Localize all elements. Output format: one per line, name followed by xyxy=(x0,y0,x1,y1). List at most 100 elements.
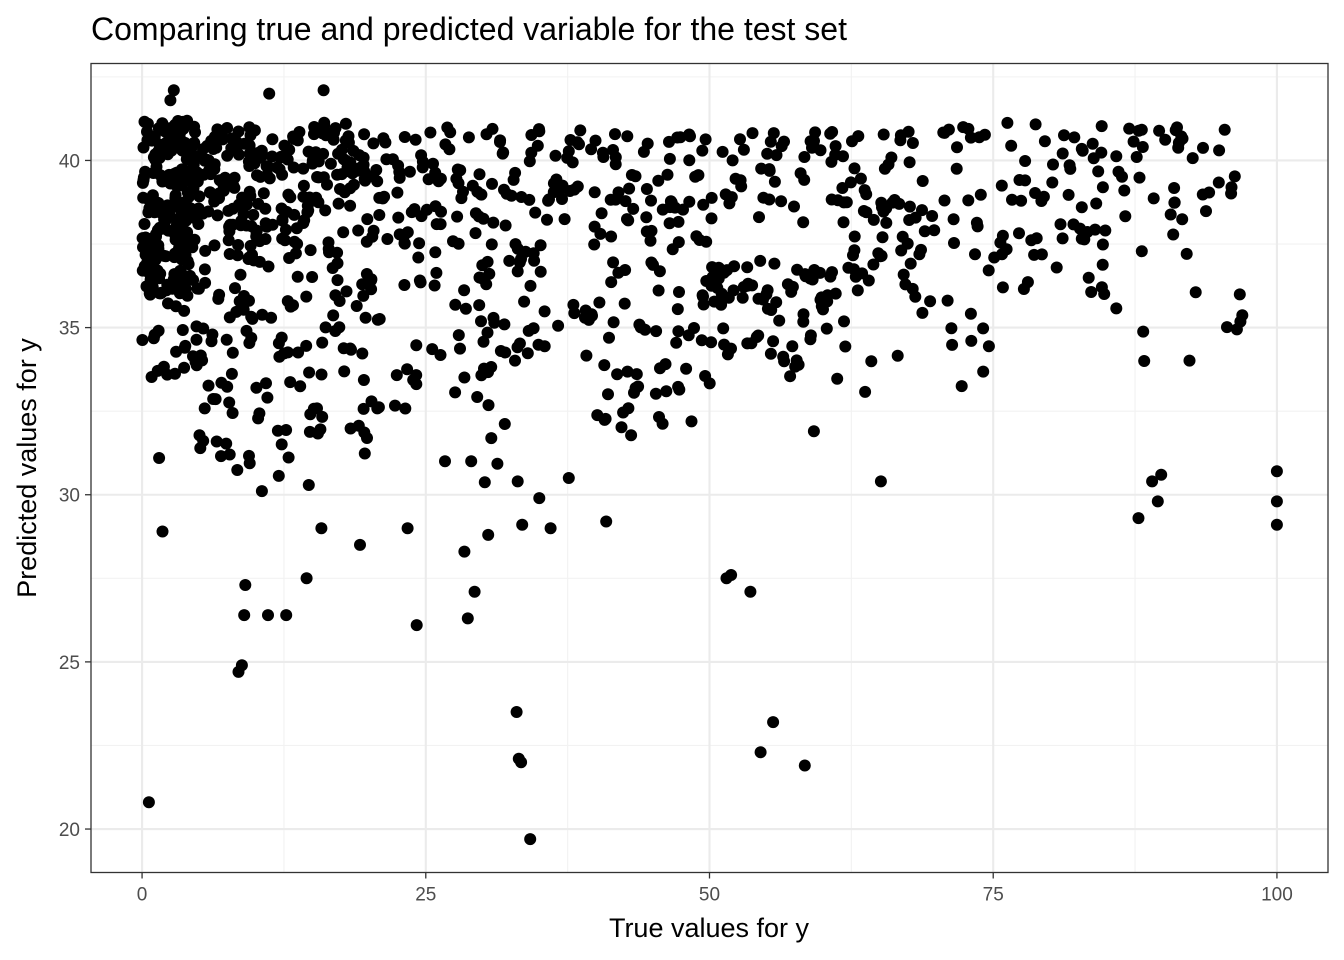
data-point xyxy=(475,315,487,328)
data-point xyxy=(409,133,422,146)
data-point xyxy=(371,175,384,188)
data-point xyxy=(1095,120,1108,133)
data-point xyxy=(767,335,780,348)
data-point xyxy=(174,264,187,277)
data-point xyxy=(1056,232,1069,245)
data-point xyxy=(179,339,192,352)
data-point xyxy=(354,538,366,551)
data-point xyxy=(1270,465,1283,478)
data-point xyxy=(257,187,270,200)
data-point xyxy=(605,276,618,289)
data-point xyxy=(233,198,245,211)
data-point xyxy=(516,518,529,531)
data-point xyxy=(473,299,486,312)
data-point xyxy=(839,340,852,353)
data-point xyxy=(169,189,182,202)
data-point xyxy=(877,205,890,218)
data-point xyxy=(547,186,560,199)
data-point xyxy=(297,162,310,175)
data-point xyxy=(1168,196,1181,209)
data-point xyxy=(672,215,685,228)
data-point xyxy=(518,295,531,308)
data-point xyxy=(447,235,459,248)
data-point xyxy=(947,213,960,226)
data-point xyxy=(358,128,371,141)
data-point xyxy=(332,147,345,160)
data-point xyxy=(315,368,328,381)
data-point xyxy=(847,249,859,262)
data-point xyxy=(977,322,990,335)
data-point xyxy=(144,288,157,301)
data-point xyxy=(633,318,646,331)
data-point xyxy=(429,246,442,259)
data-point xyxy=(300,572,313,585)
data-point xyxy=(1046,176,1059,189)
data-point xyxy=(637,145,650,158)
data-point xyxy=(649,387,662,400)
data-point xyxy=(332,197,345,210)
data-point xyxy=(226,346,239,359)
data-point xyxy=(831,372,844,385)
x-tick-label: 75 xyxy=(983,885,1004,906)
data-point xyxy=(682,329,695,342)
data-point xyxy=(428,279,441,292)
data-point xyxy=(650,325,663,338)
data-point xyxy=(913,248,926,261)
data-point xyxy=(482,528,495,541)
data-point xyxy=(173,242,185,255)
data-point xyxy=(848,162,861,175)
data-point xyxy=(458,545,471,558)
data-point xyxy=(938,194,951,207)
data-point xyxy=(276,232,289,245)
data-point xyxy=(162,297,174,310)
data-point xyxy=(726,154,739,167)
data-point xyxy=(373,209,386,221)
data-point xyxy=(1137,325,1150,338)
data-point xyxy=(534,265,547,278)
data-point xyxy=(178,304,191,317)
data-point xyxy=(308,121,321,133)
data-point xyxy=(867,258,880,271)
data-point xyxy=(365,283,378,296)
data-point xyxy=(767,716,780,729)
data-point xyxy=(482,399,495,412)
data-point xyxy=(1038,135,1051,148)
data-point xyxy=(1030,232,1043,245)
data-point xyxy=(773,314,786,327)
data-point xyxy=(255,485,268,498)
data-point xyxy=(357,151,370,164)
x-tick-label: 50 xyxy=(699,885,720,906)
data-point xyxy=(788,200,800,213)
data-point xyxy=(306,271,319,283)
data-point xyxy=(196,354,209,367)
data-point xyxy=(574,124,587,137)
data-point xyxy=(784,370,797,383)
data-point xyxy=(897,268,910,281)
data-point xyxy=(621,130,634,143)
data-point xyxy=(867,213,880,226)
data-point xyxy=(568,183,581,196)
data-point xyxy=(174,216,187,229)
data-point xyxy=(670,336,683,349)
data-point xyxy=(625,429,638,442)
data-point xyxy=(1015,194,1028,207)
data-point xyxy=(398,279,411,291)
data-point xyxy=(149,153,162,166)
data-point xyxy=(472,210,485,223)
data-point xyxy=(168,135,180,148)
data-point xyxy=(262,260,275,273)
data-point xyxy=(874,475,887,488)
data-point xyxy=(198,402,211,415)
data-point xyxy=(653,265,666,278)
data-point xyxy=(804,135,817,148)
data-point xyxy=(719,188,732,201)
data-point xyxy=(1047,158,1059,171)
data-point xyxy=(430,266,443,279)
data-point xyxy=(652,174,665,187)
data-point xyxy=(243,185,256,198)
data-point xyxy=(656,417,669,430)
y-tick-label: 20 xyxy=(59,820,80,841)
data-point xyxy=(181,226,194,239)
data-point xyxy=(524,833,537,846)
data-point xyxy=(1212,176,1225,189)
